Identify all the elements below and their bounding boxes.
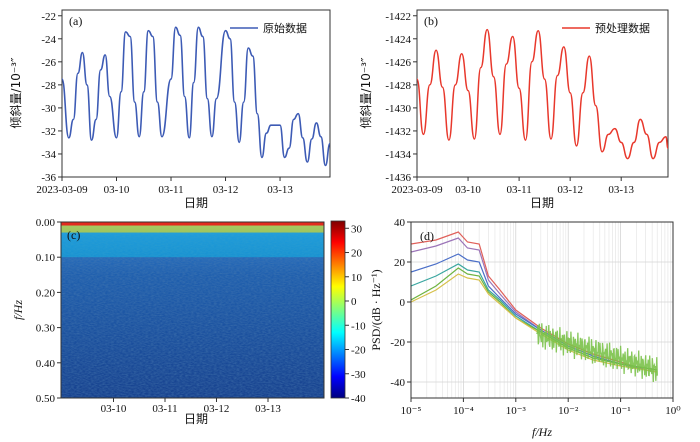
x-tick-label: 03-13: [608, 184, 634, 196]
colorbar-tick-label: 30: [351, 223, 363, 235]
legend-label-preprocessed: 预处理数据: [595, 21, 650, 35]
legend-label-raw: 原始数据: [263, 21, 307, 35]
y-tick-label: -24: [41, 34, 56, 46]
colorbar-tick-label: 0: [351, 296, 357, 308]
colorbar-tick-label: -40: [351, 393, 366, 405]
y-tick-label: -1436: [385, 172, 411, 184]
colorbar-tick-label: -30: [351, 369, 366, 381]
x-tick-label: 10⁻⁴: [453, 405, 474, 417]
panel-a: -22 -24 -26 -28 -30 -32 -34 -36 2023-03-09 03-10…: [9, 9, 331, 210]
x-tick-label: 2023-03-09: [391, 184, 443, 196]
panel-d-label: (d): [420, 229, 434, 243]
x-tick-label: 03-11: [506, 184, 531, 196]
x-tick-label: 03-10: [101, 403, 127, 415]
y-tick-label: -1422: [385, 11, 411, 23]
x-axis-label-a: 日期: [184, 196, 208, 210]
x-tick-label: 10⁻⁵: [401, 405, 422, 417]
spectrogram-band-low: [61, 222, 324, 226]
y-tick-label: -20: [390, 337, 405, 349]
y-tick-label: -1424: [385, 34, 411, 46]
x-axis-label-d: f/Hz: [532, 425, 552, 439]
x-tick-label: 03-11: [152, 403, 177, 415]
y-tick-label: -30: [41, 103, 56, 115]
x-tick-label: 03-12: [204, 403, 230, 415]
x-tick-label: 10⁰: [665, 405, 681, 417]
panel-c-label: (c): [67, 228, 80, 242]
y-tick-label: -1428: [385, 80, 411, 92]
y-tick-label: 0.30: [36, 323, 56, 335]
y-tick-label: -1430: [385, 103, 411, 115]
x-tick-label: 03-13: [267, 184, 293, 196]
panel-c-frame: [60, 221, 325, 399]
x-tick-label: 03-12: [557, 184, 583, 196]
x-tick-label: 2023-03-09: [36, 184, 88, 196]
y-tick-label: -1432: [385, 126, 411, 138]
spectrogram-band-upper: [61, 232, 324, 258]
y-axis-label-a: 倾斜量/10⁻³″: [9, 57, 23, 128]
x-tick-label: 10⁻¹: [611, 405, 631, 417]
x-tick-label: 10⁻³: [506, 405, 527, 417]
spectrogram-band-mid: [61, 225, 324, 233]
x-axis-label-c: 日期: [184, 412, 208, 426]
x-tick-label: 03-12: [213, 184, 239, 196]
y-tick-label: 0.00: [36, 217, 56, 229]
y-tick-label: -32: [41, 126, 56, 138]
x-tick-label: 03-10: [455, 184, 481, 196]
x-tick-label: 03-11: [158, 184, 183, 196]
psd-series-line: [411, 267, 658, 371]
panel-d-frame: [410, 221, 674, 399]
panel-a-frame: [61, 9, 331, 178]
y-tick-label: 0: [400, 297, 406, 309]
x-tick-label: 10⁻²: [558, 405, 579, 417]
y-tick-label: -28: [41, 80, 56, 92]
x-tick-label: 03-10: [104, 184, 130, 196]
y-tick-label: -36: [41, 172, 56, 184]
y-tick-label: -1434: [385, 149, 411, 161]
y-tick-label: -40: [390, 377, 405, 389]
psd-series-line: [411, 231, 658, 373]
y-tick-label: 0.50: [36, 393, 56, 405]
y-tick-label: 0.40: [36, 358, 56, 370]
y-tick-label: 20: [394, 257, 406, 269]
y-axis-label-d: PSD/(dB · Hz⁻¹): [369, 269, 383, 350]
colorbar-tick-label: -10: [351, 320, 366, 332]
y-tick-label: -22: [41, 11, 56, 23]
series-line-raw: [62, 26, 330, 167]
y-tick-label: 0.20: [36, 287, 56, 299]
y-tick-label: -34: [41, 149, 56, 161]
colorbar: [330, 220, 346, 399]
y-axis-label-c: f/Hz: [11, 300, 25, 320]
panel-b-label: (b): [424, 14, 438, 28]
x-tick-label: 03-13: [255, 403, 281, 415]
colorbar-tick-label: 20: [351, 248, 363, 260]
panel-b: -1422 -1424 -1426 -1428 -1430 -1432 -1434 -1436…: [359, 9, 669, 210]
x-axis-label-b: 日期: [530, 196, 554, 210]
colorbar-tick-label: -20: [351, 345, 366, 357]
series-line-preprocessed: [417, 28, 668, 160]
colorbar-tick-label: 10: [351, 272, 363, 284]
y-tick-label: -1426: [385, 57, 411, 69]
y-tick-label: 40: [394, 217, 406, 229]
spectrogram-texture: [61, 222, 324, 398]
psd-noise-band: [536, 323, 658, 383]
psd-series-line: [411, 273, 658, 373]
panel-b-frame: [416, 9, 669, 178]
panel-a-label: (a): [69, 14, 82, 28]
y-tick-label: 0.10: [36, 252, 56, 264]
y-axis-label-b: 倾斜量/10⁻³″: [359, 57, 373, 128]
panel-c: 0.00 0.10 0.20 0.30 0.40 0.50 03-10 03-11 03-12…: [11, 217, 366, 426]
y-tick-label: -26: [41, 57, 56, 69]
